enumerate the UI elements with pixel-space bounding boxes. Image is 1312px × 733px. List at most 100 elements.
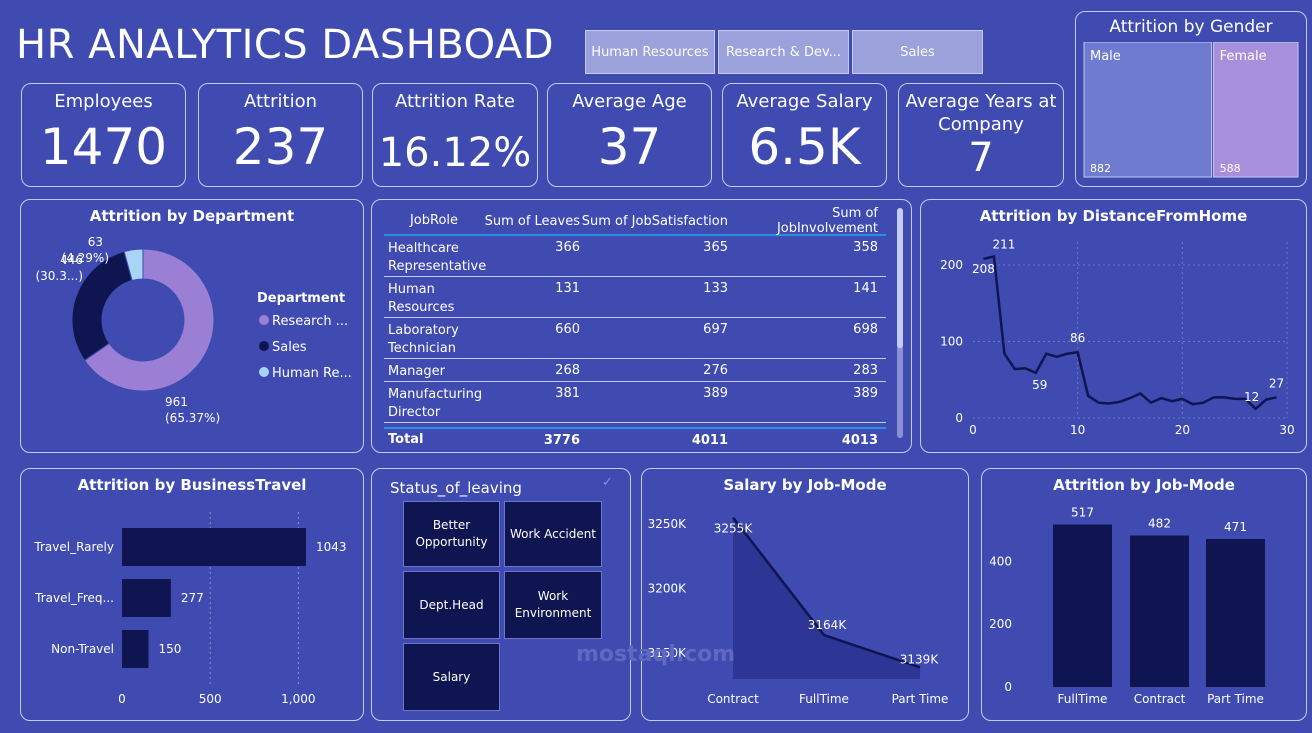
distance-title: Attrition by DistanceFromHome xyxy=(979,207,1248,225)
distance-data-label: 86 xyxy=(1070,331,1085,345)
x-tick-label: FullTime xyxy=(799,692,849,706)
businesstravel-value-label: 150 xyxy=(158,642,181,656)
attrition-jobmode-bar-2 xyxy=(1206,538,1265,687)
watermark: mostaql.com xyxy=(576,642,736,667)
header-jobinvolvement[interactable]: Sum of JobInvolvement xyxy=(776,206,878,236)
gender-value: 588 xyxy=(1220,162,1241,175)
y-tick-label: 100 xyxy=(940,334,963,348)
businesstravel-bar-0 xyxy=(122,528,306,566)
x-tick-label: 1,000 xyxy=(281,692,315,706)
kpi-average-years-label: Average Years at Company xyxy=(905,91,1057,135)
table-row: Manager 268 276 283 xyxy=(384,359,886,382)
jobrole-table: JobRole Sum of Leaves Sum of JobSatisfac… xyxy=(384,206,886,451)
y-tick-label: 3150K xyxy=(648,646,688,660)
table-cell: Manufacturing Director xyxy=(388,387,483,420)
department-donut-chart: 961 (65.37%) 446 (30.3...) 63 (4.29%) Departme… xyxy=(35,235,351,425)
header-jobsatisfaction[interactable]: Sum of JobSatisfaction xyxy=(581,213,728,229)
department-title: Attrition by Department xyxy=(89,207,295,225)
table-cell: Laboratory Technician xyxy=(388,323,459,356)
salary-jobmode-panel: Salary by Job-Mode 3150K 3200K 3250K 3255K C… xyxy=(641,468,969,721)
kpi-employees: Employees 1470 xyxy=(21,83,186,187)
businesstravel-category-label: Travel_Freq... xyxy=(34,591,114,605)
table-total-row: Total 3776 4011 4013 xyxy=(384,427,886,451)
y-tick-label: 200 xyxy=(989,617,1012,631)
table-cell: 283 xyxy=(853,363,878,378)
legend-marker-2 xyxy=(259,367,269,377)
kpi-average-salary: Average Salary 6.5K xyxy=(722,83,887,187)
donut-percent-label: (30.3...) xyxy=(35,269,83,283)
legend-label: Sales xyxy=(272,340,307,355)
y-tick-label: 0 xyxy=(1004,680,1012,694)
donut-slice-2 xyxy=(123,248,144,282)
kpi-average-age-value: 37 xyxy=(597,118,662,176)
status-tile-dept-head[interactable]: Dept.Head xyxy=(403,571,500,639)
table-cell: Human Resources xyxy=(388,282,455,315)
distance-line-chart: 0 100 200 0 10 20 30 208 211 59 86 12 27 xyxy=(940,238,1295,437)
table-scrollbar-thumb[interactable] xyxy=(897,208,903,348)
gender-title: Attrition by Gender xyxy=(1109,17,1273,37)
status-tile-salary[interactable]: Salary xyxy=(403,643,500,711)
table-cell: 268 xyxy=(555,363,580,378)
kpi-average-age-label: Average Age xyxy=(572,91,687,112)
distance-data-label: 27 xyxy=(1269,376,1284,390)
slicer-research-dev[interactable]: Research & Dev... xyxy=(718,30,849,74)
salary-data-label: 3255K xyxy=(714,521,754,535)
salary-data-label: 3139K xyxy=(900,652,940,666)
businesstravel-category-label: Travel_Rarely xyxy=(33,540,114,554)
donut-value-label: 446 xyxy=(60,253,83,267)
x-tick-label: FullTime xyxy=(1058,692,1108,706)
x-tick-label: Part Time xyxy=(1207,692,1264,706)
kpi-employees-label: Employees xyxy=(54,91,153,112)
table-cell: 698 xyxy=(853,322,878,337)
donut-value-label: 63 xyxy=(88,235,103,249)
table-cell: 389 xyxy=(853,386,878,401)
header-leaves[interactable]: Sum of Leaves xyxy=(484,213,580,229)
slicer-human-resources[interactable]: Human Resources xyxy=(585,30,715,74)
attrition-jobmode-value-label: 471 xyxy=(1224,520,1247,534)
businesstravel-panel: Attrition by BusinessTravel 0 500 1,000 Tra… xyxy=(20,468,364,721)
salary-area-fill xyxy=(733,517,920,679)
x-tick-label: Contract xyxy=(1134,692,1186,706)
table-cell: 3776 xyxy=(543,432,580,448)
distance-data-label: 12 xyxy=(1244,390,1259,404)
table-row: Human Resources 131 133 141 xyxy=(384,277,886,318)
status-tile-work-environment[interactable]: Work Environment xyxy=(504,571,602,639)
donut-value-label: 961 xyxy=(165,395,188,409)
department-panel: Attrition by Department 961 (65.37%) 446 (3… xyxy=(20,199,364,453)
kpi-average-salary-label: Average Salary xyxy=(736,91,873,112)
distance-data-label: 211 xyxy=(992,238,1015,252)
gender-label: Female xyxy=(1220,49,1267,64)
salary-jobmode-area-chart: 3150K 3200K 3250K 3255K Contract 3164K FullTim… xyxy=(648,516,948,706)
department-slicer: Human Resources Research & Dev... Sales xyxy=(585,30,983,74)
distance-data-label: 59 xyxy=(1032,378,1047,392)
kpi-attrition-rate: Attrition Rate 16.12% xyxy=(372,83,538,187)
table-cell: 366 xyxy=(555,240,580,255)
x-tick-label: 10 xyxy=(1070,423,1085,437)
kpi-employees-value: 1470 xyxy=(39,118,168,176)
y-tick-label: 400 xyxy=(989,554,1012,568)
legend-marker-1 xyxy=(259,341,269,351)
attrition-jobmode-bar-1 xyxy=(1130,535,1189,687)
legend-marker-0 xyxy=(259,315,269,325)
salary-data-label: 3164K xyxy=(808,618,848,632)
slicer-sales[interactable]: Sales xyxy=(852,30,983,74)
x-tick-label: 0 xyxy=(969,423,977,437)
table-cell: 358 xyxy=(853,240,878,255)
businesstravel-bar-2 xyxy=(122,630,149,668)
table-cell: 141 xyxy=(853,281,878,296)
x-tick-label: 500 xyxy=(199,692,222,706)
businesstravel-bar-1 xyxy=(122,579,171,617)
table-cell: 697 xyxy=(703,322,728,337)
kpi-average-age: Average Age 37 xyxy=(547,83,712,187)
attrition-jobmode-value-label: 517 xyxy=(1071,506,1094,520)
businesstravel-value-label: 277 xyxy=(181,591,204,605)
status-tile-better-opportunity[interactable]: Better Opportunity xyxy=(403,501,500,567)
header-jobrole[interactable]: JobRole xyxy=(409,213,459,228)
businesstravel-bar-chart: 0 500 1,000 Travel_Rarely 1043 Travel_Freq...… xyxy=(33,512,346,706)
businesstravel-category-label: Non-Travel xyxy=(51,642,114,656)
status-tile-work-accident[interactable]: Work Accident xyxy=(504,501,602,567)
donut-slice-0 xyxy=(83,248,215,392)
gender-panel: Attrition by Gender Male 882 Female 588 xyxy=(1075,11,1307,187)
x-tick-label: 30 xyxy=(1279,423,1294,437)
table-cell: 365 xyxy=(703,240,728,255)
